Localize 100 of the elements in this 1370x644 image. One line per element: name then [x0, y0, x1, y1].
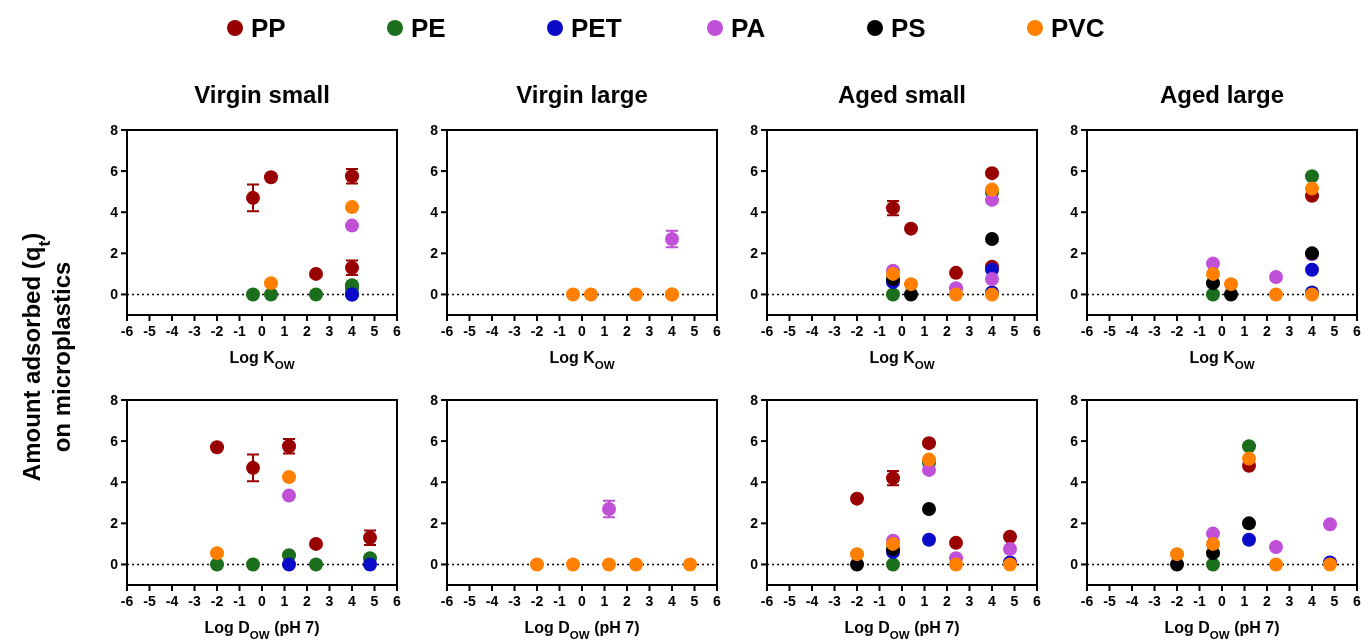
x-tick-label: -2: [850, 323, 864, 339]
x-tick-label: -3: [188, 593, 201, 609]
y-tick-label: 0: [750, 286, 759, 303]
y-tick-label: 8: [430, 122, 439, 138]
y-tick-label: 0: [430, 286, 439, 303]
x-tick-label: 4: [1308, 323, 1317, 339]
legend-label: PP: [251, 13, 286, 43]
x-tick-label: -3: [828, 593, 841, 609]
y-tick-label: 6: [750, 433, 759, 450]
x-tick-label: 6: [1353, 323, 1362, 339]
x-tick-label: 0: [258, 323, 267, 339]
x-tick-label: 1: [1240, 323, 1249, 339]
y-tick-label: 2: [1070, 515, 1079, 532]
x-tick-label: 2: [623, 593, 632, 609]
y-tick-label: 8: [110, 122, 119, 138]
y-tick-label: 6: [1070, 433, 1079, 450]
y-tick-label: 4: [110, 204, 119, 221]
x-tick-label: 3: [1285, 593, 1294, 609]
y-tick-label: 2: [1070, 245, 1079, 262]
x-tick-label: -5: [463, 323, 476, 339]
x-tick-label: -5: [783, 593, 796, 609]
x-tick-label: -2: [210, 593, 224, 609]
y-tick-label: 0: [430, 556, 439, 573]
x-tick-label: -4: [1125, 323, 1139, 339]
legend-label: PET: [571, 13, 622, 43]
x-tick-label: -4: [1125, 593, 1139, 609]
x-tick-label: -1: [1193, 593, 1206, 609]
x-tick-label: 5: [690, 323, 699, 339]
x-tick-label: 3: [325, 593, 334, 609]
y-tick-label: 4: [110, 474, 119, 491]
y-tick-label: 0: [110, 556, 119, 573]
x-tick-label: -4: [805, 323, 819, 339]
x-tick-label: 3: [645, 593, 654, 609]
x-axis-title: Log K$_{OW}$: [549, 349, 615, 371]
x-tick-label: 2: [303, 323, 312, 339]
x-tick-label: 6: [1033, 323, 1042, 339]
x-tick-label: 0: [898, 323, 907, 339]
x-tick-label: 6: [713, 593, 722, 609]
x-tick-label: -4: [485, 323, 499, 339]
y-tick-label: 6: [110, 433, 119, 450]
x-tick-label: -2: [850, 593, 864, 609]
x-tick-label: 2: [1263, 323, 1272, 339]
x-tick-label: 6: [1353, 593, 1362, 609]
y-tick-label: 4: [1070, 474, 1079, 491]
x-tick-label: 6: [393, 593, 402, 609]
legend-label: PS: [891, 13, 926, 43]
x-tick-label: -3: [828, 323, 841, 339]
y-tick-label: 8: [430, 392, 439, 408]
x-tick-label: 2: [303, 593, 312, 609]
y-tick-label: 6: [1070, 163, 1079, 180]
x-tick-label: 2: [623, 323, 632, 339]
x-tick-label: 1: [920, 323, 929, 339]
x-tick-label: -1: [233, 593, 246, 609]
y-tick-label: 8: [1070, 392, 1079, 408]
x-tick-label: -4: [165, 323, 179, 339]
x-tick-label: 6: [1033, 593, 1042, 609]
x-axis-title: Log K$_{OW}$: [1189, 349, 1255, 371]
legend-label: PE: [411, 13, 446, 43]
x-axis-title: Log K$_{OW}$: [229, 349, 295, 371]
x-tick-label: -4: [805, 593, 819, 609]
y-tick-label: 2: [750, 245, 759, 262]
x-axis-title: Log D$_{OW}$ (pH 7): [204, 619, 320, 641]
x-axis-title: Log D$_{OW}$ (pH 7): [844, 619, 960, 641]
x-tick-label: 5: [1010, 323, 1019, 339]
y-tick-label: 4: [430, 474, 439, 491]
x-tick-label: 4: [668, 323, 677, 339]
legend-label: PVC: [1051, 13, 1105, 43]
x-tick-label: 6: [713, 323, 722, 339]
x-tick-label: 5: [690, 593, 699, 609]
x-tick-label: -5: [463, 593, 476, 609]
y-tick-label: 6: [110, 163, 119, 180]
y-tick-label: 2: [110, 515, 119, 532]
x-tick-label: -4: [485, 593, 499, 609]
x-tick-label: 4: [348, 323, 357, 339]
y-tick-label: 6: [430, 433, 439, 450]
x-tick-label: -6: [440, 593, 454, 609]
x-tick-label: -1: [1193, 323, 1206, 339]
x-tick-label: 3: [325, 323, 334, 339]
x-tick-label: 0: [258, 593, 267, 609]
x-tick-label: 0: [578, 323, 587, 339]
x-tick-label: 1: [600, 593, 609, 609]
x-tick-label: -5: [1103, 593, 1116, 609]
x-tick-label: 5: [1330, 323, 1339, 339]
x-tick-label: 4: [1308, 593, 1317, 609]
x-tick-label: -6: [760, 323, 774, 339]
x-axis-title: Log K$_{OW}$: [869, 349, 935, 371]
x-tick-label: -6: [440, 323, 454, 339]
x-tick-label: 2: [943, 323, 952, 339]
chart-title: Aged small: [837, 81, 967, 108]
y-tick-label: 4: [750, 204, 759, 221]
x-tick-label: -3: [188, 323, 201, 339]
x-tick-label: 4: [988, 593, 997, 609]
x-tick-label: 3: [645, 323, 654, 339]
chart-title: Virgin small: [194, 81, 330, 108]
x-tick-label: -2: [1170, 593, 1184, 609]
x-tick-label: 2: [943, 593, 952, 609]
y-tick-label: 2: [110, 245, 119, 262]
x-axis-title: Log D$_{OW}$ (pH 7): [524, 619, 640, 641]
y-tick-label: 4: [1070, 204, 1079, 221]
x-tick-label: 5: [1010, 593, 1019, 609]
